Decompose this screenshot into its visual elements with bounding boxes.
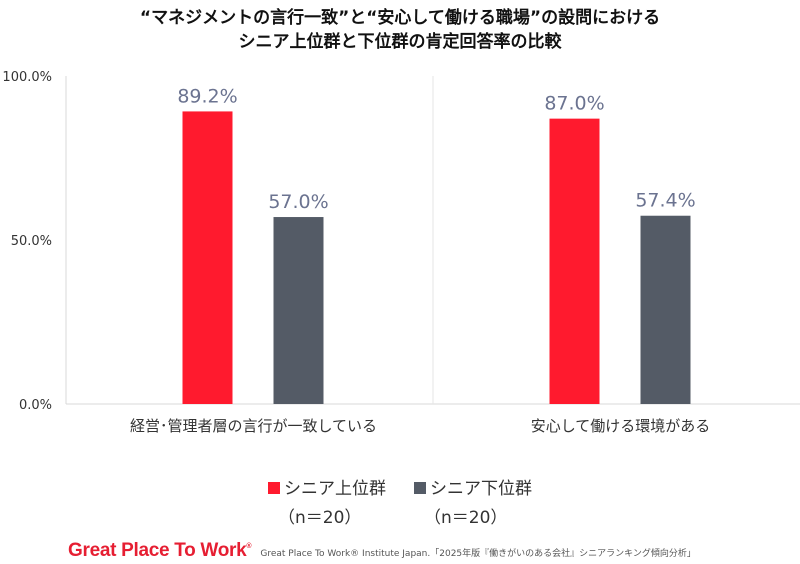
legend-label-lower: シニア下位群 — [430, 479, 532, 499]
bar — [640, 215, 691, 404]
data-label: 57.0% — [268, 191, 328, 213]
source-note: Great Place To Work® Institute Japan.「20… — [260, 549, 696, 559]
y-tick-label: 100.0% — [2, 70, 52, 85]
legend-n-lower: （n＝20） — [424, 508, 508, 528]
chart-title: “マネジメントの言行一致”と“安心して働ける職場”の設問における シニア上位群と… — [0, 6, 800, 54]
data-label: 57.4% — [635, 190, 695, 212]
bar-chart: 0.0% 50.0% 100.0% 89.2% 57.0% 経営･管理者層の言行が一致して… — [2, 70, 800, 435]
legend-item-lower: シニア下位群 （n＝20） — [414, 474, 532, 528]
data-label: 89.2% — [177, 85, 237, 107]
bar — [549, 118, 600, 404]
y-tick-label: 50.0% — [11, 234, 52, 249]
legend-n-upper: （n＝20） — [278, 508, 362, 528]
bar — [273, 217, 324, 404]
bar — [182, 111, 233, 404]
y-tick-label: 0.0% — [19, 398, 52, 413]
footer: Great Place To Work® Great Place To Work… — [68, 540, 696, 562]
chart-title-line2: シニア上位群と下位群の肯定回答率の比較 — [238, 32, 562, 52]
legend-swatch-lower — [414, 482, 426, 494]
gptw-logo: Great Place To Work® — [68, 540, 252, 561]
data-label: 87.0% — [544, 93, 604, 115]
x-tick-label: 経営･管理者層の言行が一致している — [130, 417, 377, 435]
x-tick-label: 安心して働ける環境がある — [531, 417, 711, 435]
legend-label-upper: シニア上位群 — [284, 479, 386, 499]
legend-item-upper: シニア上位群 （n＝20） — [268, 474, 386, 528]
chart-title-line1: “マネジメントの言行一致”と“安心して働ける職場”の設問における — [139, 8, 661, 28]
legend-swatch-upper — [268, 482, 280, 494]
